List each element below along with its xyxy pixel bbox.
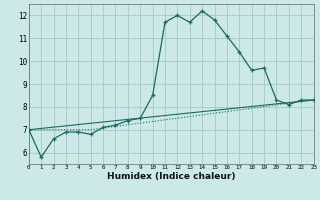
X-axis label: Humidex (Indice chaleur): Humidex (Indice chaleur) [107,172,236,181]
